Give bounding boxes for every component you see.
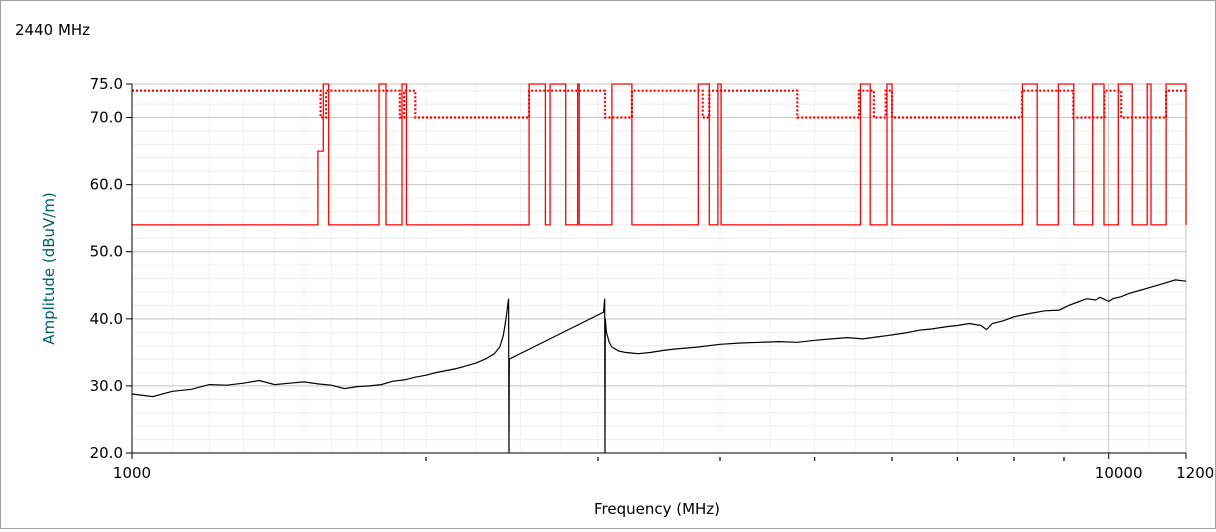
x-axis-label: Frequency (MHz): [594, 500, 720, 518]
major-grid: [132, 83, 1187, 454]
chart-title: 2440 MHz: [15, 21, 91, 39]
x-tick-label: 10000: [1095, 464, 1143, 482]
y-axis-label: Amplitude (dBuV/m): [40, 192, 58, 345]
measurement-trace: [131, 279, 1187, 454]
limit-line-dotted: [132, 89, 1186, 119]
x-tick-label: 1000: [113, 464, 151, 482]
minor-grid: [132, 84, 1186, 454]
limit-line-solid: [132, 83, 1187, 226]
series-group: [131, 83, 1187, 454]
y-tick-label: 60.0: [90, 176, 123, 194]
y-tick-label: 75.0: [90, 75, 123, 93]
y-tick-label: 50.0: [90, 243, 123, 261]
y-ticks: 20.0 30.0 40.0 50.0 60.0 70.0 75.0: [90, 75, 132, 462]
y-tick-label: 30.0: [90, 377, 123, 395]
x-ticks: 1000 10000 12000: [113, 453, 1216, 482]
x-tick-label: 12000: [1176, 464, 1215, 482]
y-tick-label: 40.0: [90, 310, 123, 328]
y-tick-label: 20.0: [90, 444, 123, 462]
y-tick-label: 70.0: [90, 109, 123, 127]
